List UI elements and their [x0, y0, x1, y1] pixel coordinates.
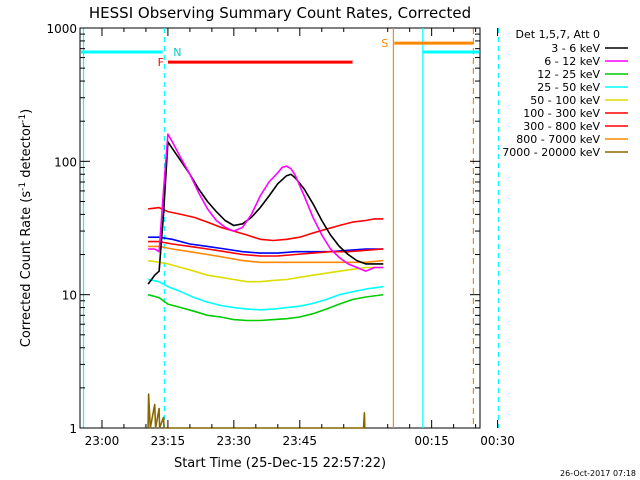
series-line-5: [148, 206, 384, 242]
series-line-8: [147, 393, 366, 429]
series-line-3: [147, 278, 384, 311]
x-axis-label: Start Time (25-Dec-15 22:57:22): [174, 456, 386, 471]
y-tick-label-1: 10: [62, 289, 77, 303]
series-line-1: [148, 133, 384, 272]
series-layer: [147, 133, 384, 429]
x-tick-label-3: 23:45: [282, 434, 317, 448]
legend-label-1: 6 - 12 keV: [544, 55, 600, 68]
series-line-4: [147, 259, 384, 283]
marker-layer: F S N: [81, 28, 500, 428]
legend-label-6: 300 - 800 keV: [523, 120, 600, 133]
y-tick-label-2: 100: [54, 155, 77, 169]
extra-series-line-0: [148, 236, 384, 254]
legend-label-5: 100 - 300 keV: [523, 107, 600, 120]
legend-label-4: 50 - 100 keV: [530, 94, 600, 107]
axis-layer: 23:00 23:15 23:30 23:45 00:15 00:30 1 10 100 1000: [46, 22, 514, 448]
y-axis-label: Corrected Count Rate (s-1 detector-1): [18, 109, 34, 347]
legend-label-0: 3 - 6 keV: [551, 42, 600, 55]
series-line-6: [148, 240, 384, 257]
y-axis-label-sup2: -1: [18, 114, 28, 123]
x-tick-label-5: 00:30: [480, 434, 515, 448]
x-tick-label-4: 00:15: [414, 434, 449, 448]
series-line-7: [148, 245, 384, 264]
y-axis-label-sup1: -1: [18, 182, 28, 191]
x-tick-label-0: 23:00: [85, 434, 120, 448]
y-axis-label-end: ): [19, 109, 34, 114]
flare-flag-label: F: [158, 56, 164, 69]
series-line-2: [147, 293, 384, 322]
x-tick-label-2: 23:30: [217, 434, 252, 448]
timestamp-footer: 26-Oct-2017 07:18: [560, 469, 636, 478]
legend-label-3: 25 - 50 keV: [537, 81, 600, 94]
chart-title: HESSI Observing Summary Count Rates, Cor…: [89, 4, 471, 22]
y-tick-label-0: 1: [69, 422, 77, 436]
x-tick-label-1: 23:15: [151, 434, 186, 448]
night-flag-label: N: [173, 46, 181, 59]
y-axis-label-main: Corrected Count Rate (s: [19, 191, 34, 348]
series-line-0: [147, 141, 384, 285]
y-tick-label-3: 1000: [46, 22, 77, 36]
plot-frame: [79, 27, 481, 429]
legend-header: Det 1,5,7, Att 0: [516, 28, 600, 41]
legend-label-8: 7000 - 20000 keV: [502, 146, 600, 159]
saa-flag-label: S: [381, 37, 388, 50]
legend-label-7: 800 - 7000 keV: [516, 133, 600, 146]
legend-label-2: 12 - 25 keV: [537, 68, 600, 81]
y-axis-label-mid: detector: [19, 122, 34, 182]
